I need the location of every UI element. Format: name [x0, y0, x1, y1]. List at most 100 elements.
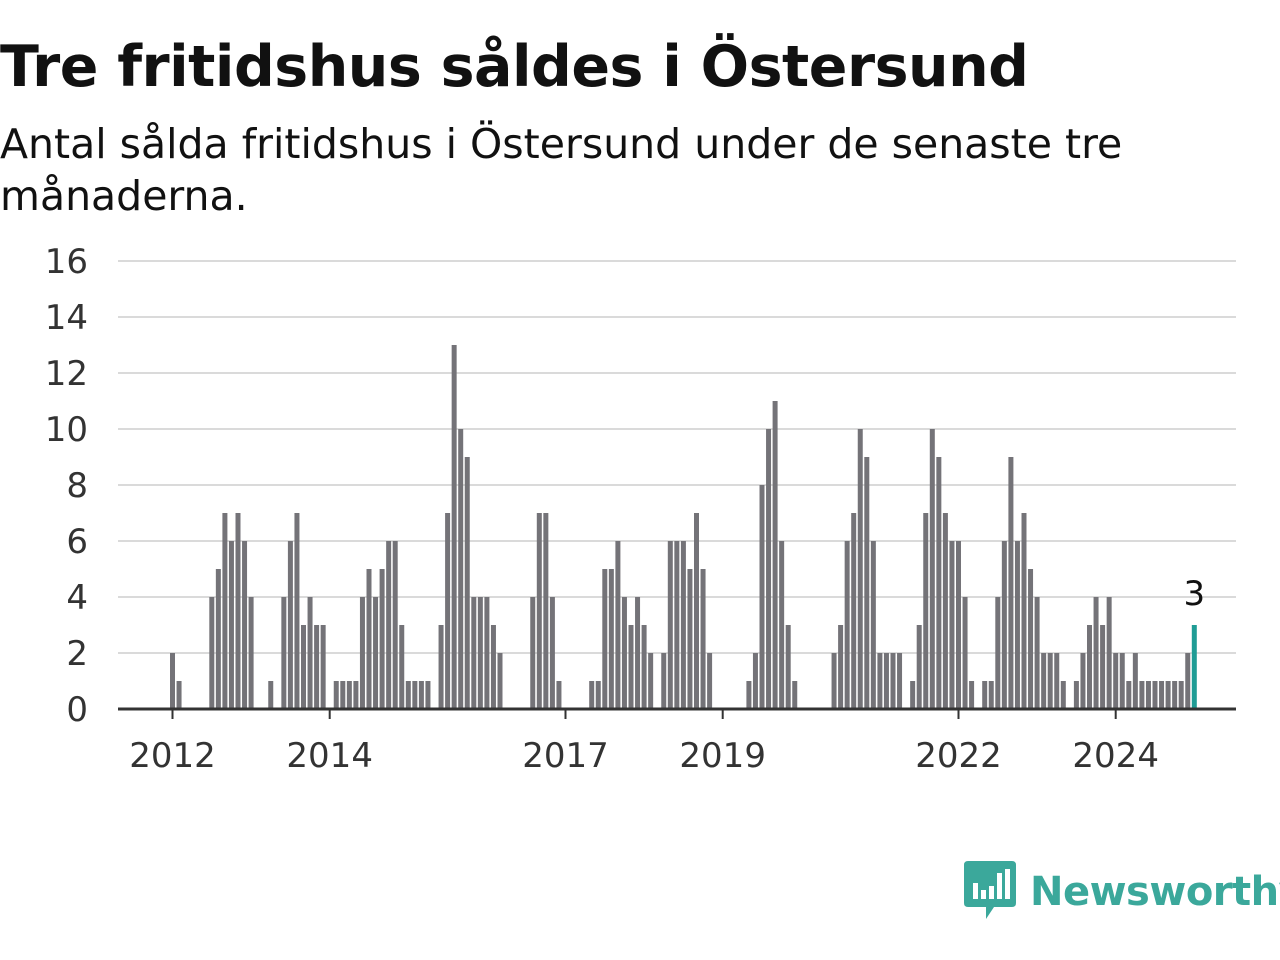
y-tick-label: 12	[45, 354, 88, 394]
chart-subtitle: Antal sålda fritidshus i Östersund under…	[0, 120, 1123, 220]
bar	[661, 653, 667, 709]
bar	[353, 681, 359, 709]
bar	[445, 513, 451, 709]
bar	[831, 653, 837, 709]
bar	[942, 513, 948, 709]
bar	[969, 681, 975, 709]
bar	[281, 597, 287, 709]
x-axis-ticks: 2012 2014 2017 2019 2022 2024	[129, 736, 1159, 776]
bar	[314, 625, 320, 709]
bar	[1054, 653, 1060, 709]
bar	[628, 625, 634, 709]
bar	[228, 541, 234, 709]
y-tick-label: 14	[45, 298, 88, 338]
bar	[1047, 653, 1053, 709]
bar	[490, 625, 496, 709]
bar	[595, 681, 601, 709]
y-tick-label: 8	[66, 466, 88, 506]
bar	[1165, 681, 1171, 709]
x-tick-label: 2012	[129, 736, 216, 776]
bar	[530, 597, 536, 709]
bar	[1021, 513, 1027, 709]
bar	[621, 597, 627, 709]
bar	[916, 625, 922, 709]
bar	[648, 653, 654, 709]
chart-title: Tre fritidshus såldes i Östersund	[0, 34, 1029, 100]
bar	[752, 653, 758, 709]
bar	[359, 597, 365, 709]
newsworthy-wordmark: Newsworthy	[1030, 869, 1280, 915]
y-tick-label: 16	[45, 242, 88, 282]
bar	[412, 681, 418, 709]
bar	[170, 653, 175, 709]
bar	[301, 625, 306, 709]
bar	[956, 541, 961, 709]
newsworthy-logo: Newsworthy	[964, 861, 1280, 922]
bar	[235, 513, 241, 709]
bar	[923, 513, 929, 709]
bar	[333, 681, 339, 709]
bar	[248, 597, 254, 709]
bar	[294, 513, 300, 709]
bar	[549, 597, 555, 709]
bar	[962, 597, 968, 709]
bar	[1100, 625, 1106, 709]
bar	[746, 681, 752, 709]
bar	[877, 653, 883, 709]
bar	[602, 569, 608, 709]
bar	[857, 429, 863, 709]
bar	[988, 681, 994, 709]
bar	[477, 597, 483, 709]
bar	[1126, 681, 1132, 709]
bar	[694, 513, 699, 709]
bar	[418, 681, 424, 709]
bar	[373, 597, 379, 709]
bar	[1001, 541, 1007, 709]
bar	[1139, 681, 1145, 709]
bar	[1073, 681, 1079, 709]
y-tick-label: 0	[66, 690, 88, 730]
annotations: 3	[1183, 574, 1205, 614]
bar	[1034, 597, 1040, 709]
y-axis-ticks: 0 2 4 6 8 10 12 14 16	[45, 242, 88, 730]
bar	[844, 541, 850, 709]
bar	[667, 541, 673, 709]
bar	[405, 681, 411, 709]
bar	[897, 653, 903, 709]
bar	[386, 541, 392, 709]
bar	[674, 541, 680, 709]
bar	[792, 681, 798, 709]
bar	[615, 541, 621, 709]
x-tick-label: 2014	[286, 736, 373, 776]
bar	[438, 625, 444, 709]
bar	[870, 541, 876, 709]
x-tick-label: 2024	[1072, 736, 1159, 776]
bar	[1093, 597, 1099, 709]
bar	[982, 681, 988, 709]
y-tick-label: 6	[66, 522, 88, 562]
bar	[838, 625, 844, 709]
bar	[910, 681, 916, 709]
bar	[785, 625, 791, 709]
bar	[700, 569, 706, 709]
bar	[209, 597, 215, 709]
bar	[635, 597, 641, 709]
bar-chart: 0 2 4 6 8 10 12 14 16 2012 2014 2017 2019 2022 2024 3	[45, 242, 1236, 776]
bar	[543, 513, 549, 709]
bar	[1008, 457, 1014, 709]
bar	[176, 681, 182, 709]
x-tick-label: 2019	[679, 736, 766, 776]
bar	[340, 681, 346, 709]
bar	[936, 457, 942, 709]
bar	[772, 401, 778, 709]
bar	[320, 625, 326, 709]
bar	[287, 541, 293, 709]
x-tick-label: 2022	[915, 736, 1002, 776]
y-tick-label: 4	[66, 578, 88, 618]
bars	[170, 345, 1197, 709]
bar	[399, 625, 405, 709]
bar	[366, 569, 372, 709]
newsworthy-logo-icon	[964, 861, 1016, 919]
bar	[766, 429, 772, 709]
bar	[1060, 681, 1066, 709]
